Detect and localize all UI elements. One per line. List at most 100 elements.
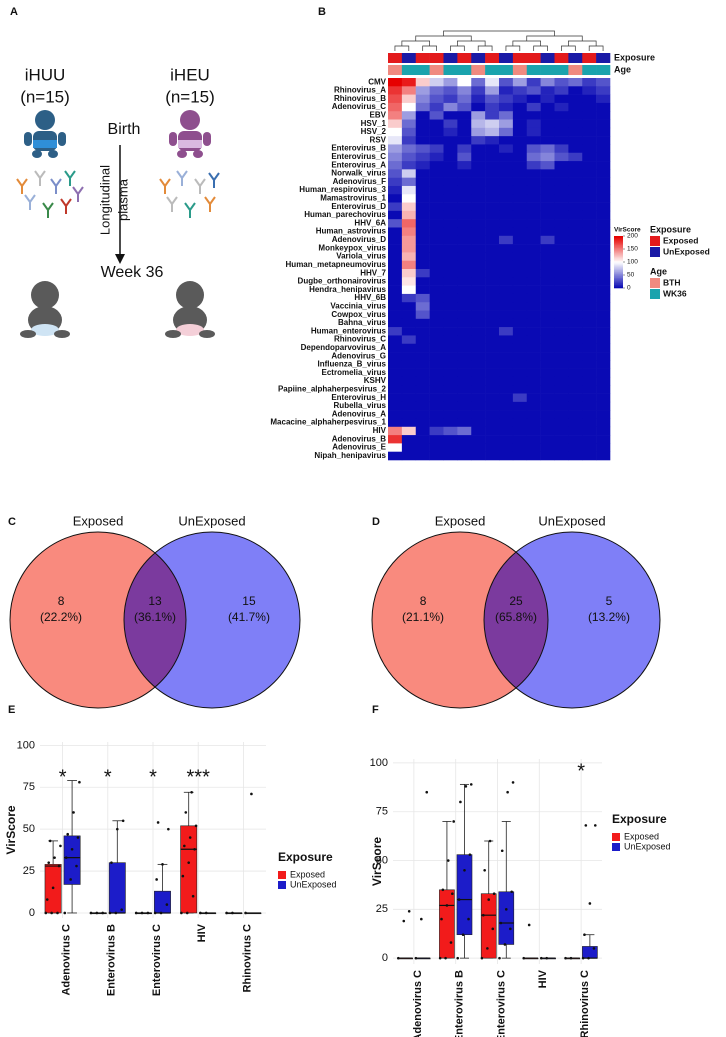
heat-cell — [415, 393, 430, 403]
heat-cell — [415, 78, 430, 87]
annotation-cell — [512, 65, 528, 75]
heat-cell — [485, 410, 500, 419]
data-point — [159, 911, 163, 915]
venn-count: 8 — [420, 594, 427, 608]
heat-cell — [415, 376, 430, 386]
data-point — [486, 947, 489, 950]
heat-cell — [596, 269, 611, 278]
data-point — [492, 892, 496, 896]
heat-cell — [485, 360, 500, 369]
heat-cell — [499, 393, 514, 403]
data-point — [167, 827, 170, 831]
heat-cell — [443, 177, 458, 187]
heat-cell — [596, 410, 611, 419]
heat-cell — [443, 185, 458, 195]
row-label: Adenovirus_C — [332, 102, 386, 111]
heat-cell — [554, 269, 569, 278]
heat-cell — [388, 136, 403, 145]
colorbar-step — [614, 254, 623, 256]
heat-cell — [485, 119, 500, 129]
heat-cell — [512, 119, 528, 129]
dendrogram-branch — [505, 45, 521, 51]
heat-cell — [443, 343, 458, 353]
heat-cell — [512, 235, 528, 245]
annotation-cell — [582, 65, 597, 75]
heat-cell — [457, 443, 472, 452]
box — [180, 825, 198, 914]
heat-cell — [471, 385, 486, 394]
heat-cell — [429, 94, 444, 104]
y-tick-label: 100 — [17, 739, 35, 751]
heat-cell — [388, 86, 403, 95]
heat-cell — [512, 327, 528, 336]
data-point — [75, 864, 78, 868]
heat-cell — [540, 393, 555, 403]
heat-cell — [582, 376, 597, 386]
annotation-cell — [596, 53, 611, 63]
heat-cell — [401, 343, 417, 353]
legend-label: Exposed — [624, 831, 659, 841]
data-point — [402, 919, 406, 923]
heat-cell — [568, 185, 583, 195]
data-point — [190, 790, 193, 794]
heat-cell — [388, 227, 403, 237]
heat-cell — [388, 94, 403, 104]
heat-cell — [554, 360, 569, 369]
y-tick-label: 75 — [23, 781, 35, 793]
heat-cell — [568, 78, 583, 87]
data-point — [183, 844, 186, 848]
heat-cell — [429, 285, 444, 295]
heat-cell — [485, 210, 500, 220]
heat-cell — [457, 310, 472, 320]
heat-cell — [526, 144, 541, 154]
heat-cell — [443, 426, 458, 436]
heat-cell — [471, 177, 486, 187]
heat-cell — [388, 169, 403, 178]
heat-cell — [526, 119, 541, 129]
annotation-cell — [554, 65, 569, 75]
heat-cell — [596, 210, 611, 220]
row-label: Dependoparvovirus_A — [301, 343, 387, 352]
heat-cell — [429, 244, 444, 253]
heat-cell — [429, 111, 444, 120]
heat-cell — [429, 435, 444, 444]
data-point — [592, 947, 596, 950]
heat-cell — [568, 111, 583, 120]
heat-cell — [388, 202, 403, 212]
heat-cell — [457, 277, 472, 286]
heat-cell — [429, 144, 444, 154]
data-point — [89, 911, 93, 915]
heat-cell — [388, 277, 403, 286]
heat-cell — [526, 161, 541, 170]
heat-cell — [485, 102, 500, 112]
antibody — [34, 170, 46, 186]
data-point — [498, 956, 501, 960]
heat-cell — [526, 169, 541, 178]
heat-cell — [388, 152, 403, 162]
heat-cell — [457, 401, 472, 411]
heat-cell — [596, 277, 611, 286]
antibody — [176, 170, 188, 186]
heat-cell — [401, 401, 417, 411]
heat-cell — [485, 318, 500, 328]
heat-cell — [457, 194, 472, 203]
heat-cell — [388, 335, 403, 345]
heat-cell — [568, 385, 583, 394]
data-point — [63, 911, 67, 915]
heat-cell — [540, 376, 555, 386]
heat-cell — [388, 219, 403, 228]
heat-cell — [401, 285, 417, 295]
heat-cell — [471, 368, 486, 378]
heat-cell — [457, 127, 472, 137]
heat-cell — [540, 111, 555, 120]
dendrogram-branch — [422, 45, 437, 51]
colorbar-step — [614, 255, 623, 258]
heat-cell — [485, 393, 500, 403]
significance: * — [59, 766, 67, 788]
heat-cell — [471, 161, 486, 170]
heat-cell — [457, 202, 472, 212]
venn-count: 8 — [58, 594, 65, 608]
heat-cell — [499, 177, 514, 187]
annotation-cell — [512, 53, 528, 63]
